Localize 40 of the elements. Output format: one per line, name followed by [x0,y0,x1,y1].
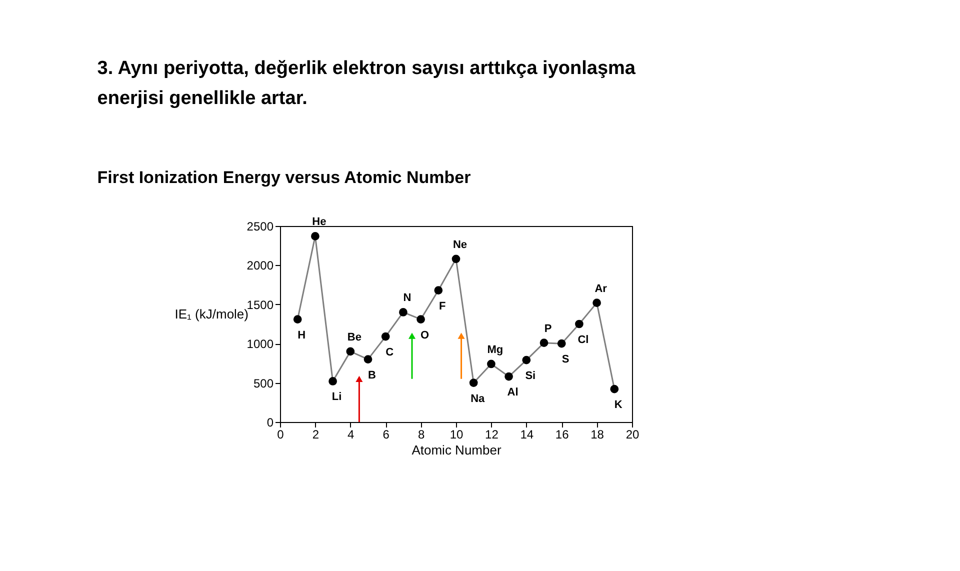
annotation: Ar [594,282,608,295]
x-tick-label: 2 [312,428,320,442]
annotation: Na [470,392,486,405]
annotation: Be [347,331,362,344]
y-tick-label: 1500 [246,298,274,312]
annotation: Li [332,391,342,404]
x-tick-label: 10 [450,428,464,442]
annotation: C [386,346,394,359]
x-tick-label: 4 [348,428,355,442]
y-tick-label: 1000 [246,337,274,352]
annotation: B [368,369,376,382]
x-axis-title: Atomic Number [412,442,502,458]
x-tick-label: 18 [590,428,604,442]
annotation: Al [507,386,518,399]
x-tick-label: 6 [382,428,390,442]
annotation: P [544,322,552,335]
x-tick-label: 0 [277,428,284,442]
y-tick-label: 0 [266,416,274,430]
x-tick-label: 12 [485,428,499,442]
x-tick-label: 8 [418,428,425,442]
annotation: Ne [452,238,468,251]
annotation: Si [525,370,536,382]
annotation: K [614,399,622,412]
annotation: N [403,292,412,304]
x-tick-label: 20 [626,428,640,442]
annotation: S [562,354,570,366]
y-tick-label: 2500 [246,220,274,234]
annotation: Mg [487,344,504,356]
annotation: H [298,329,306,342]
x-tick-label: 16 [555,428,570,442]
y-tick-label: 500 [253,376,274,390]
annotation: He [312,216,326,228]
y-tick-label: 2000 [246,258,274,273]
chart-title: 3. Aynı periyotta, değerlik elektron sayısı arttıkça iyonlaşma enerjisi genellikle artar. [97,58,636,110]
annotation: F [439,300,446,312]
annotation: Cl [578,334,589,346]
y-axis-title: IE₁ (kJ/mole) [174,306,248,322]
annotation: O [420,329,430,342]
x-tick-label: 14 [520,428,534,442]
chart-subtitle: First Ionization Energy versus Atomic Number [97,168,472,188]
